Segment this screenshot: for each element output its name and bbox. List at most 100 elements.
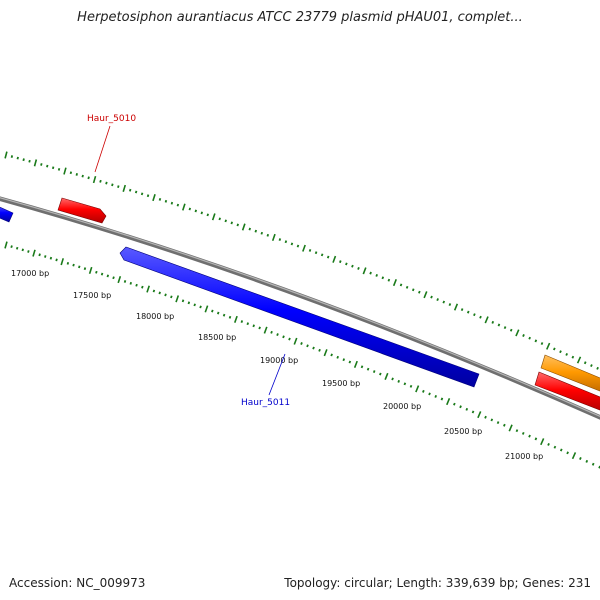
outer-major-tick [576, 356, 582, 364]
outer-minor-tick [497, 323, 501, 327]
inner-major-tick [60, 258, 65, 266]
inner-minor-tick [330, 353, 333, 357]
outer-major-tick [241, 223, 246, 231]
inner-minor-tick [106, 274, 110, 278]
ruler-label-18500: 18500 bp [198, 333, 236, 342]
outer-minor-tick [466, 310, 470, 314]
outer-major-tick [484, 316, 489, 324]
outer-minor-tick [105, 181, 108, 185]
outer-minor-tick [75, 173, 78, 176]
outer-major-tick [271, 233, 276, 242]
inner-minor-tick [72, 263, 75, 267]
inner-minor-tick [585, 459, 589, 463]
inner-minor-tick [252, 324, 255, 328]
outer-tick-ring [4, 151, 599, 370]
outer-minor-tick [369, 271, 372, 275]
ruler-label-19000: 19000 bp [260, 356, 298, 365]
outer-minor-tick [140, 192, 144, 196]
inner-minor-tick [123, 280, 127, 283]
inner-minor-tick [282, 335, 285, 339]
gene-label-haur-5011[interactable]: Haur_5011 [241, 398, 290, 408]
inner-minor-tick [553, 445, 557, 449]
inner-minor-tick [288, 337, 291, 341]
inner-minor-tick [503, 423, 506, 427]
gene-haur-5011[interactable] [119, 246, 480, 388]
inner-minor-tick [49, 256, 53, 260]
inner-minor-tick [496, 421, 500, 425]
inner-minor-tick [490, 418, 494, 422]
outer-minor-tick [87, 176, 90, 180]
outer-minor-tick [69, 171, 73, 175]
outer-minor-tick [491, 320, 495, 324]
outer-major-tick [211, 213, 216, 221]
outer-major-tick [453, 303, 459, 311]
outer-major-tick [332, 255, 337, 263]
inner-minor-tick [152, 289, 156, 293]
outer-minor-tick [590, 364, 593, 368]
outer-major-tick [515, 329, 520, 337]
inner-major-tick [446, 398, 451, 406]
inner-minor-tick [83, 267, 87, 271]
gene-right-edge-orange[interactable] [540, 354, 600, 393]
outer-major-tick [392, 279, 397, 287]
inner-minor-tick [164, 293, 167, 297]
inner-minor-tick [591, 462, 595, 466]
inner-minor-tick [27, 250, 30, 253]
outer-minor-tick [448, 303, 452, 307]
outer-major-tick [63, 167, 67, 175]
outer-minor-tick [236, 223, 239, 227]
outer-minor-tick [206, 213, 210, 217]
inner-minor-tick [534, 437, 538, 441]
outer-minor-tick [418, 290, 421, 294]
outer-minor-tick [46, 164, 49, 168]
outer-minor-tick [10, 155, 14, 158]
inner-major-tick [508, 424, 513, 432]
inner-minor-tick [579, 457, 582, 460]
inner-minor-tick [434, 394, 438, 398]
inner-minor-tick [528, 434, 531, 438]
outer-minor-tick [473, 313, 476, 317]
outer-minor-tick [540, 342, 544, 346]
outer-minor-tick [534, 339, 538, 343]
inner-minor-tick [187, 301, 191, 305]
inner-minor-tick [306, 344, 309, 348]
inner-tick-ring [4, 241, 600, 469]
outer-minor-tick [200, 211, 204, 215]
inner-major-tick [204, 305, 209, 313]
outer-major-tick [122, 184, 127, 192]
inner-minor-tick [258, 326, 261, 330]
outer-minor-tick [430, 295, 433, 299]
outer-minor-tick [314, 251, 318, 255]
ruler-label-19500: 19500 bp [322, 379, 360, 388]
outer-minor-tick [284, 240, 288, 244]
outer-minor-tick [351, 264, 354, 268]
inner-minor-tick [181, 299, 185, 303]
inner-minor-tick [312, 346, 315, 350]
inner-minor-tick [484, 415, 487, 419]
outer-minor-tick [320, 253, 324, 257]
inner-major-tick [233, 315, 238, 323]
gene-left-edge-blue[interactable] [0, 205, 14, 223]
inner-minor-tick [44, 255, 47, 258]
inner-major-tick [117, 276, 122, 284]
gene-label-haur-5010[interactable]: Haur_5010 [87, 114, 136, 124]
inner-minor-tick [397, 379, 400, 383]
inner-minor-tick [342, 358, 346, 362]
outer-minor-tick [522, 334, 525, 337]
outer-minor-tick [528, 336, 531, 340]
leader-line-haur-5011 [268, 353, 286, 396]
inner-minor-tick [129, 281, 133, 285]
inner-minor-tick [465, 407, 469, 411]
outer-minor-tick [230, 221, 233, 225]
gene-right-edge-red[interactable] [534, 371, 600, 412]
inner-minor-tick [366, 367, 370, 371]
outer-minor-tick [170, 201, 174, 205]
inner-minor-tick [141, 285, 144, 289]
inner-major-tick [477, 411, 482, 419]
inner-minor-tick [38, 253, 41, 257]
gene-haur-5010[interactable] [57, 197, 107, 224]
outer-minor-tick [28, 159, 31, 163]
outer-minor-tick [111, 183, 114, 187]
inner-minor-tick [270, 330, 273, 334]
inner-minor-tick [10, 245, 13, 249]
